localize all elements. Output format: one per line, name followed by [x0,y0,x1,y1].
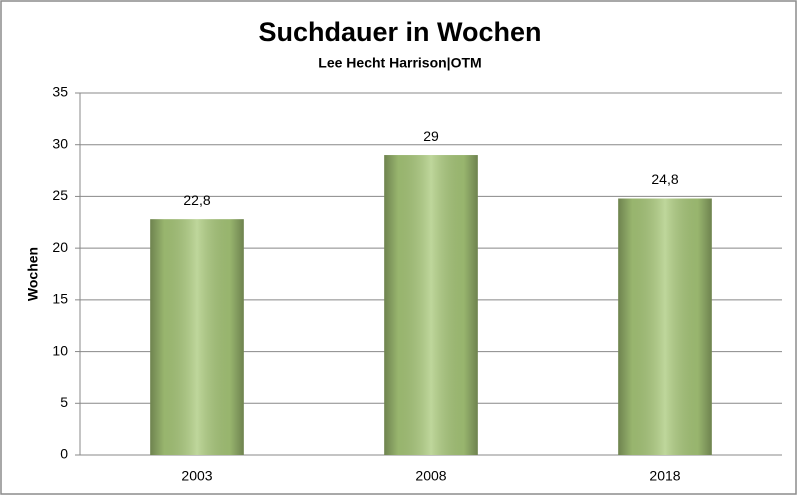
y-tick-label: 20 [52,239,68,255]
y-tick-label: 0 [60,446,68,462]
data-label: 24,8 [651,171,678,187]
y-axis-label: Wochen [25,247,41,301]
chart-title: Suchdauer in Wochen [258,17,541,47]
y-tick-label: 30 [52,135,68,151]
x-tick-label: 2018 [649,468,680,484]
chart-subtitle: Lee Hecht Harrison|OTM [318,55,481,71]
bar-shade [384,155,478,456]
y-tick-label: 35 [52,84,68,100]
bar-shade [150,219,244,455]
x-tick-label: 2003 [181,468,212,484]
data-label: 29 [423,128,439,144]
y-tick-label: 25 [52,187,68,203]
y-tick-label: 10 [52,342,68,358]
y-tick-label: 5 [60,394,68,410]
x-tick-label: 2008 [415,468,446,484]
data-label: 22,8 [183,192,210,208]
bar-shade [618,198,712,456]
y-tick-label: 15 [52,291,68,307]
